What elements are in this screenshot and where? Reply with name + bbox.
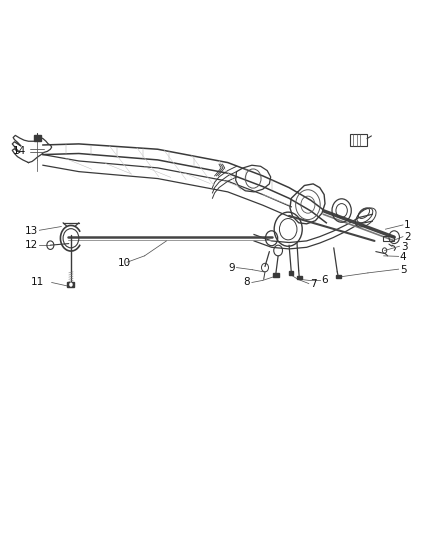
Bar [383, 236, 394, 241]
Text: 9: 9 [229, 263, 235, 272]
Text: 1: 1 [404, 220, 411, 230]
Text: 10: 10 [118, 259, 131, 268]
Bar [350, 134, 367, 146]
Bar [297, 276, 302, 279]
Bar [67, 282, 74, 287]
Text: 11: 11 [31, 278, 44, 287]
Text: 12: 12 [25, 240, 38, 250]
Bar [273, 273, 279, 277]
Text: 6: 6 [321, 276, 328, 285]
Text: 8: 8 [244, 278, 250, 287]
Bar [336, 275, 341, 278]
Text: 14: 14 [13, 147, 26, 156]
Bar [289, 271, 293, 275]
Text: 13: 13 [25, 226, 38, 236]
Text: 4: 4 [400, 252, 406, 262]
Bar [34, 135, 41, 141]
Text: 3: 3 [401, 242, 407, 252]
Text: 2: 2 [404, 232, 411, 242]
Text: 7: 7 [310, 279, 317, 289]
Text: 5: 5 [400, 265, 406, 274]
Circle shape [69, 282, 73, 287]
